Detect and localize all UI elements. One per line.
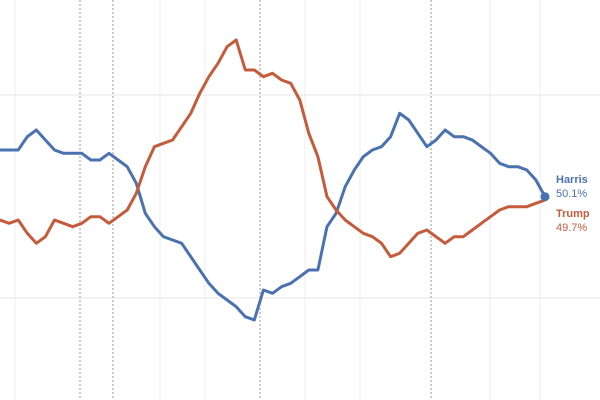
harris-series-line — [0, 111, 547, 322]
trump-series-name: Trump — [556, 208, 590, 220]
series-lines — [0, 38, 550, 322]
trump-series-line — [0, 38, 547, 259]
harris-series-name: Harris — [556, 174, 588, 186]
harris-end-point — [540, 192, 550, 202]
series-end-labels: Harris 50.1% Trump 49.7% — [556, 174, 590, 234]
harris-series-value: 50.1% — [556, 188, 587, 200]
trump-series-value: 49.7% — [556, 222, 587, 234]
